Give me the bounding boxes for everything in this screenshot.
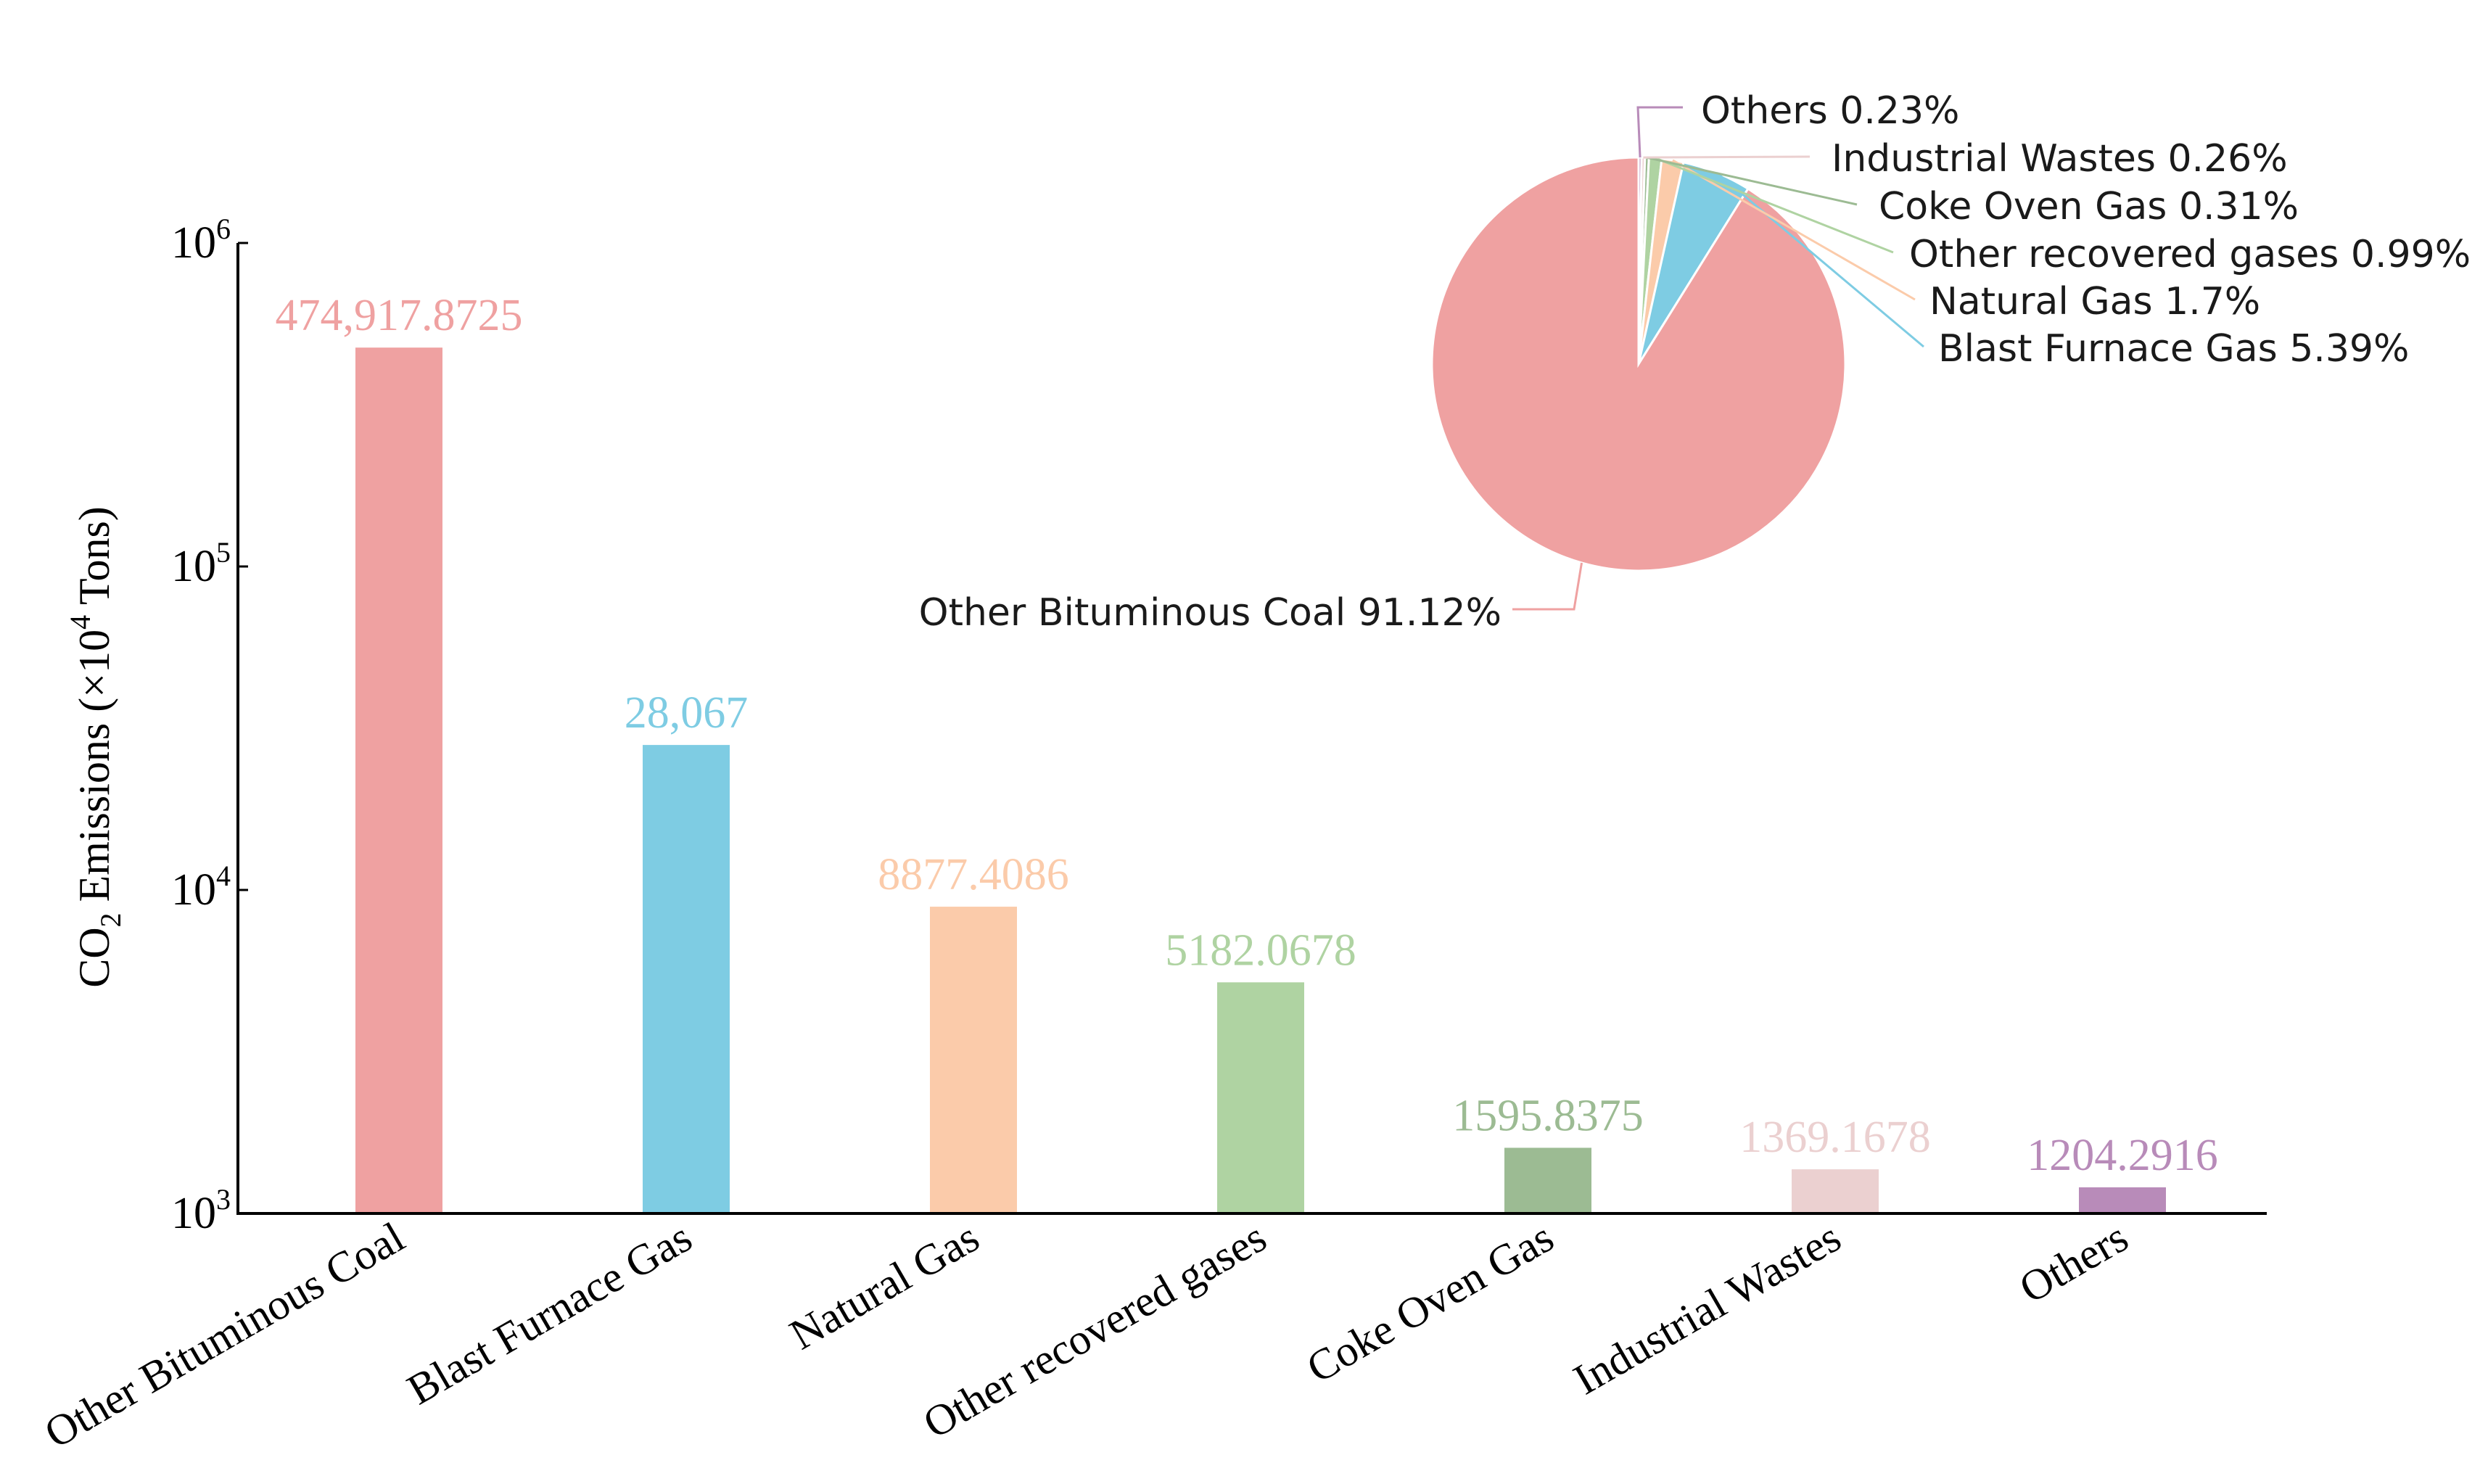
bar-value-labels: 474,917.8725 28,067 8877.4086 5182.0678 1595…: [276, 291, 2218, 1180]
bar: [2079, 1187, 2166, 1213]
x-tick-label: Blast Furnace Gas: [400, 1213, 700, 1414]
x-tick-label: Others: [2011, 1213, 2136, 1312]
y-tick-label: 105: [171, 536, 231, 591]
pie-leader-line: [1647, 156, 1858, 206]
pie-slice-label: Natural Gas 1.7%: [1929, 280, 2260, 323]
bar-value-label: 5182.0678: [1165, 926, 1356, 975]
pie-leader-line: [1636, 106, 1683, 158]
x-tick-label: Natural Gas: [782, 1213, 987, 1359]
bar-value-label: 474,917.8725: [276, 291, 523, 340]
y-tick-label: 104: [171, 860, 231, 915]
bar-value-label: 1369.1678: [1739, 1113, 1931, 1162]
pie-slice-label: Others 0.23%: [1701, 89, 1959, 133]
bar-value-label: 28,067: [625, 688, 749, 738]
pie-leader-line: [1655, 157, 1894, 254]
pie-slice-label: Coke Oven Gas 0.31%: [1879, 185, 2299, 228]
pie-slice-label: Industrial Wastes 0.26%: [1832, 137, 2288, 181]
pie-leader-line: [1512, 562, 1583, 611]
bar: [1792, 1169, 1879, 1213]
y-axis-title: CO2 Emissions (×104 Tons): [64, 506, 127, 988]
bar-value-label: 1595.8375: [1452, 1091, 1644, 1140]
pie-chart: [1430, 156, 1847, 572]
pie-slice-label: Blast Furnace Gas 5.39%: [1938, 327, 2409, 371]
bar: [355, 347, 442, 1213]
bar-value-label: 1204.2916: [2027, 1131, 2218, 1180]
pie-leader-line: [1672, 159, 1916, 301]
y-axis-ticks: 103 104 105 106: [171, 213, 248, 1238]
bar: [643, 745, 730, 1213]
x-tick-label: Industrial Wastes: [1565, 1213, 1848, 1403]
x-tick-label: Other Bituminous Coal: [37, 1213, 413, 1457]
pie-slice: [1430, 156, 1847, 572]
pie-labels: Other Bituminous Coal 91.12% Blast Furnac…: [919, 89, 2471, 635]
bar-value-label: 8877.4086: [878, 850, 1069, 899]
bar-series: [355, 347, 2166, 1213]
bar: [1217, 982, 1304, 1213]
bar: [930, 907, 1017, 1213]
y-tick-label: 103: [171, 1183, 231, 1238]
y-tick-label: 106: [171, 213, 231, 268]
bar: [1504, 1147, 1591, 1213]
pie-leader-line: [1716, 172, 1924, 348]
x-tick-label: Coke Oven Gas: [1298, 1213, 1561, 1392]
pie-slice-label: Other recovered gases 0.99%: [1909, 233, 2471, 276]
pie-slice-label: Other Bituminous Coal 91.12%: [919, 591, 1502, 635]
